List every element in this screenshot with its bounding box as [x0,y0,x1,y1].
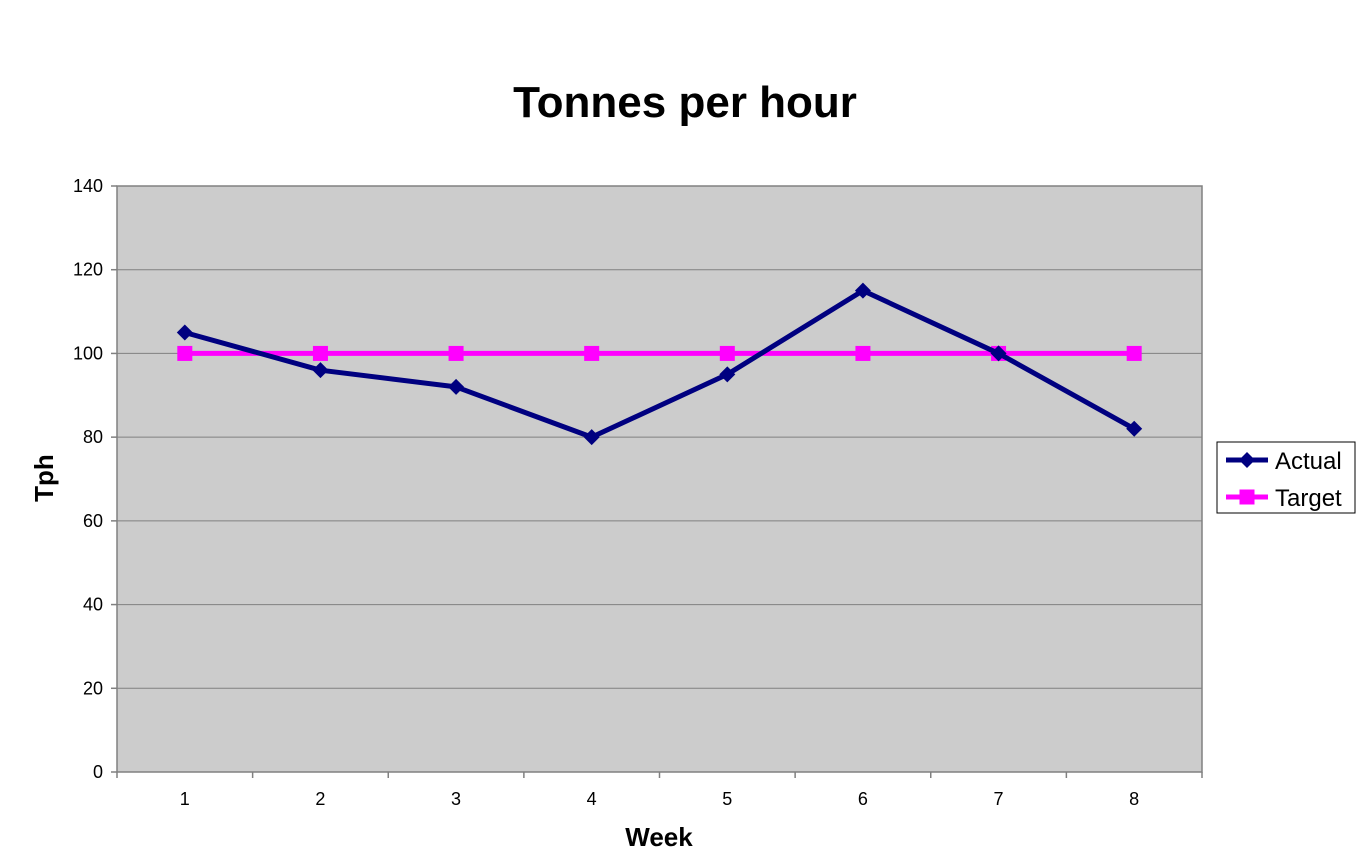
legend-marker-target [1239,489,1255,505]
x-tick-label: 8 [1129,789,1139,809]
series-actual [176,282,1143,446]
data-point-target [855,345,871,361]
y-tick-label: 0 [93,762,103,782]
data-point-actual [719,366,736,383]
x-tick-label: 1 [180,789,190,809]
data-point-target [177,345,193,361]
x-tick-label: 4 [587,789,597,809]
chart-title: Tonnes per hour [513,78,857,127]
data-point-target [1126,345,1142,361]
data-point-target [584,345,600,361]
x-axis: 1 2 3 4 5 6 7 8 [116,772,1203,809]
data-point-actual [990,345,1007,362]
legend-marker-actual [1239,452,1255,468]
data-point-target [719,345,735,361]
y-tick-label: 120 [73,260,103,280]
y-tick-label: 80 [83,427,103,447]
y-tick-label: 60 [83,511,103,531]
data-point-actual [176,324,193,341]
x-tick-label: 5 [722,789,732,809]
data-point-target [448,345,464,361]
series-target [177,345,1142,361]
plot-area [116,185,1203,773]
legend-label-actual: Actual [1275,448,1342,475]
y-tick-label: 20 [83,678,103,698]
data-point-target [312,345,328,361]
x-tick-label: 7 [994,789,1004,809]
y-axis-title: Tph [29,454,59,502]
data-point-actual [312,362,329,379]
x-tick-label: 6 [858,789,868,809]
legend: Actual Target [1216,441,1356,514]
y-tick-label: 40 [83,595,103,615]
y-tick-label: 140 [73,176,103,196]
series-layer [176,282,1143,446]
x-tick-label: 3 [451,789,461,809]
data-point-actual [448,378,465,395]
legend-label-target: Target [1275,485,1342,512]
y-axis: 0 20 40 60 80 100 120 140 [73,176,117,782]
data-point-actual [1126,420,1143,437]
series-line-actual [184,288,1136,440]
x-axis-title: Week [625,822,693,852]
data-point-actual [854,282,871,299]
y-tick-label: 100 [73,343,103,363]
x-tick-label: 2 [315,789,325,809]
data-point-actual [583,429,600,446]
